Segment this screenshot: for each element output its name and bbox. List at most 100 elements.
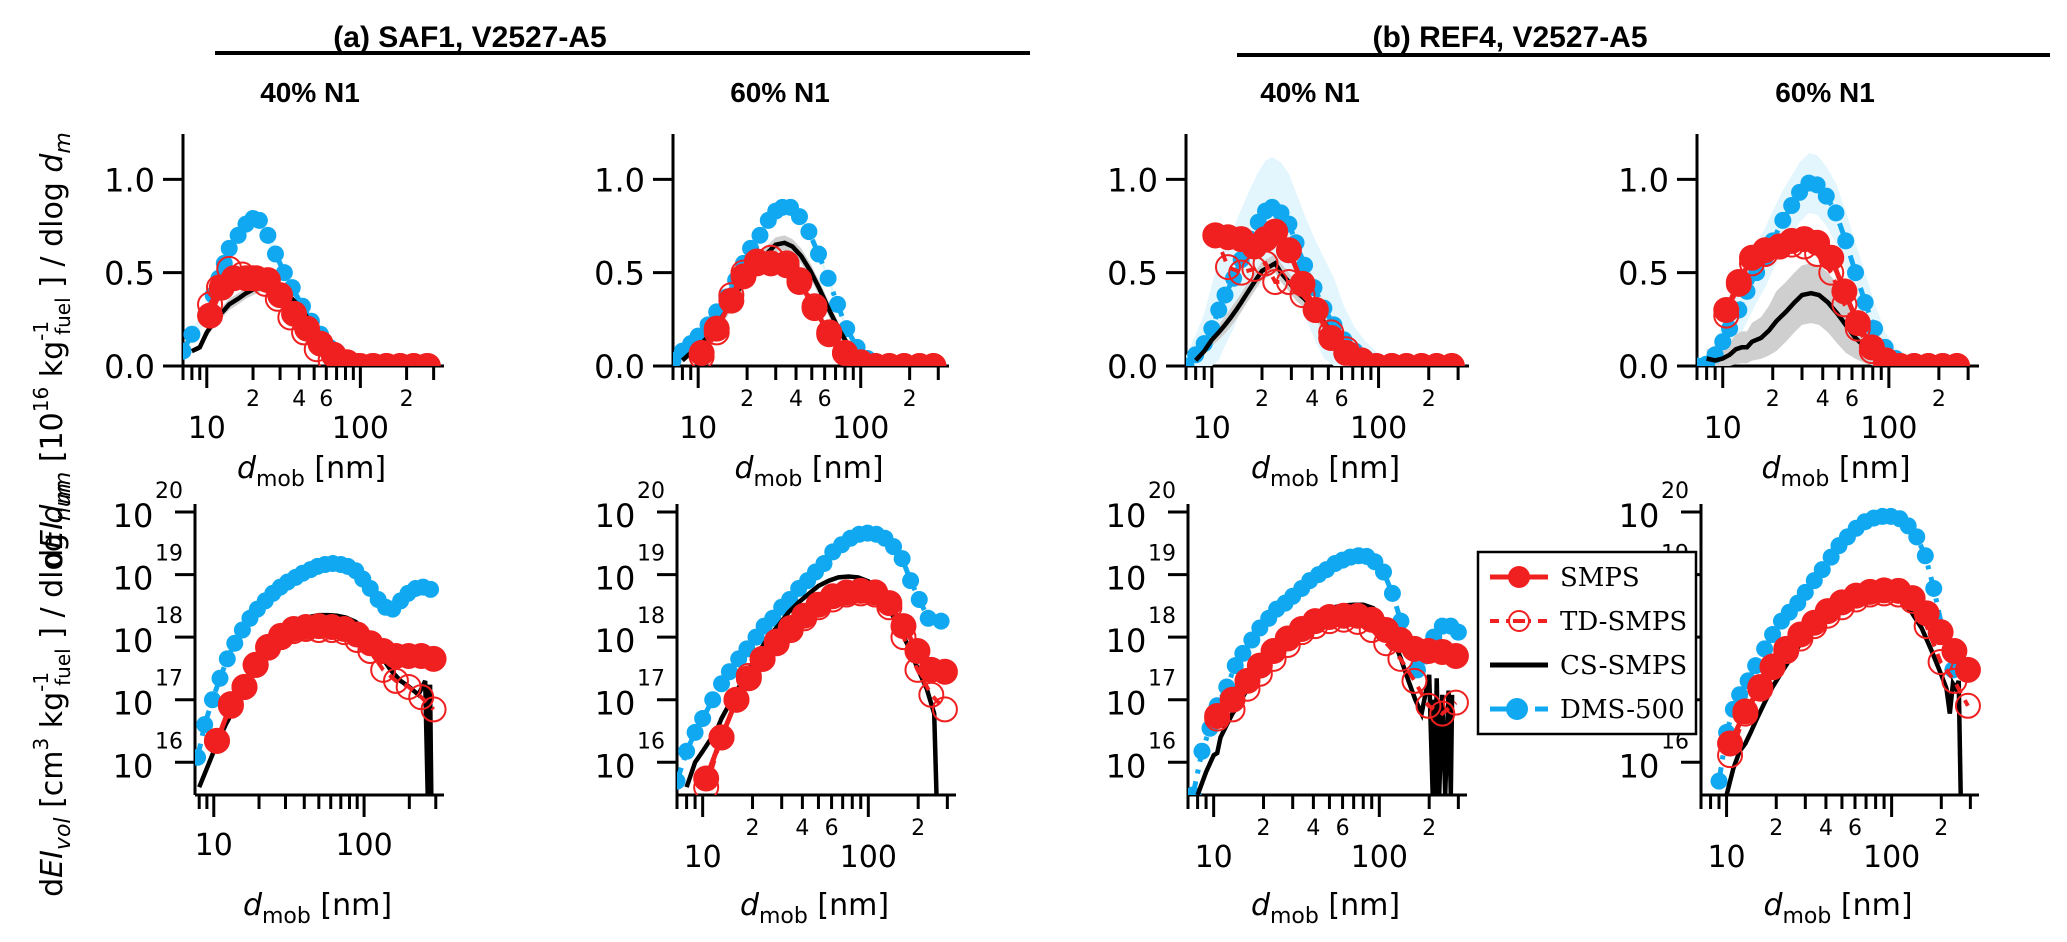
data-point (876, 590, 903, 617)
data-point (932, 612, 950, 630)
y-tick-label: 0.5 (104, 255, 155, 293)
data-point (1796, 583, 1814, 601)
y-tick-label: 0.0 (1107, 348, 1158, 386)
panel-title: 40% N1 (1260, 77, 1360, 108)
y-tick-exponent: 18 (637, 604, 665, 629)
x-tick-minor-label: 4 (1819, 816, 1833, 841)
y-tick-label: 10 (595, 622, 636, 660)
data-point (1401, 667, 1428, 694)
y-tick-exponent: 20 (1661, 479, 1689, 504)
x-tick-minor-label: 6 (1845, 387, 1859, 412)
legend-entry-dms-500: DMS-500 (1490, 695, 1685, 725)
x-tick-minor-label: 6 (825, 816, 839, 841)
data-point (1438, 353, 1465, 366)
data-point (1725, 269, 1752, 295)
data-point (816, 321, 843, 348)
data-point (720, 663, 738, 681)
data-point (1941, 638, 1968, 665)
data-point (693, 765, 720, 792)
y-tick-exponent: 17 (637, 667, 665, 692)
y-tick-label: 10 (113, 747, 154, 785)
data-point (203, 727, 230, 754)
data-point (1710, 772, 1728, 790)
data-point (1234, 644, 1252, 662)
data-point (919, 609, 937, 627)
y-tick-label: 1.0 (594, 161, 645, 199)
data-point (1954, 692, 1981, 719)
data-point (786, 269, 813, 295)
y-tick-exponent: 17 (155, 667, 183, 692)
x-tick-minor-label: 4 (789, 387, 803, 412)
data-point (694, 710, 712, 728)
x-tick-minor-label: 4 (1816, 387, 1830, 412)
x-tick-label: 100 (1350, 411, 1407, 446)
data-point (688, 339, 715, 366)
series-smps (197, 265, 440, 366)
data-point (1808, 176, 1826, 194)
x-axis-label: dmob [nm] (243, 888, 392, 929)
x-axis-label: dmob [nm] (237, 451, 386, 492)
x-tick-minor-label: 2 (1422, 387, 1436, 412)
data-point (1908, 528, 1926, 546)
y-tick-label: 10 (1106, 622, 1147, 660)
x-tick-label: 100 (1860, 411, 1917, 446)
data-point (708, 724, 735, 751)
data-point (1913, 600, 1940, 627)
data-point (1210, 301, 1228, 319)
data-point (1818, 244, 1845, 271)
x-tick-minor-label: 2 (746, 816, 760, 841)
data-point (902, 572, 920, 590)
y-tick-label: 10 (595, 685, 636, 723)
x-tick-minor-label: 2 (903, 387, 917, 412)
data-point (1783, 196, 1801, 214)
data-point (183, 342, 192, 360)
data-point (1442, 642, 1469, 669)
y-tick-label: 10 (1106, 560, 1147, 598)
x-tick-label: 10 (679, 411, 717, 446)
data-point (1713, 297, 1740, 323)
data-point (801, 295, 828, 322)
x-tick-minor-label: 4 (1306, 816, 1320, 841)
x-tick-minor-label: 2 (1766, 387, 1780, 412)
y-tick-label: 10 (1619, 747, 1660, 785)
y-tick-exponent: 20 (155, 479, 183, 504)
x-tick-minor-label: 4 (1305, 387, 1319, 412)
series-smps (1713, 226, 1970, 366)
x-tick-minor-label: 2 (1257, 816, 1271, 841)
data-point (790, 208, 808, 226)
data-point (420, 645, 447, 672)
data-point (1193, 742, 1211, 760)
x-tick-minor-label: 2 (1934, 816, 1948, 841)
legend-label: SMPS (1560, 563, 1640, 593)
y-tick-label: 0.0 (104, 348, 155, 386)
x-tick-label: 100 (332, 411, 389, 446)
panel-title: 60% N1 (730, 77, 830, 108)
panel-b-60-num: 60% N1 0.0 0.5 1.0 10 100 2 4 6 2 dmob [nm] (1618, 77, 1979, 492)
data-point (910, 590, 928, 608)
data-point (250, 211, 268, 229)
data-point (749, 645, 776, 672)
data-point (1714, 333, 1732, 351)
x-tick-label: 100 (1863, 840, 1920, 875)
x-tick-minor-label: 2 (400, 387, 414, 412)
y-tick-label: 0.5 (1618, 255, 1669, 293)
series-smps (1202, 218, 1465, 366)
y-tick-label: 10 (113, 497, 154, 535)
data-point (704, 691, 722, 709)
data-point (1954, 656, 1981, 683)
y-tick-exponent: 18 (1148, 604, 1176, 629)
y-tick-exponent: 18 (155, 604, 183, 629)
uncertainty-band-dms-500 (1697, 153, 1905, 366)
x-tick-label: 10 (195, 828, 233, 863)
ylabel-num: dEInum [1016 kg-1fuel ] / dlog dm (29, 132, 76, 568)
y-tick-label: 0.5 (1107, 255, 1158, 293)
y-tick-exponent: 20 (637, 479, 665, 504)
plot-area (677, 524, 958, 795)
series-smps (1717, 577, 1981, 757)
series-dms-500 (195, 555, 440, 766)
x-tick-label: 10 (188, 411, 226, 446)
y-tick-label: 0.0 (1618, 348, 1669, 386)
plot-area (1188, 547, 1469, 795)
